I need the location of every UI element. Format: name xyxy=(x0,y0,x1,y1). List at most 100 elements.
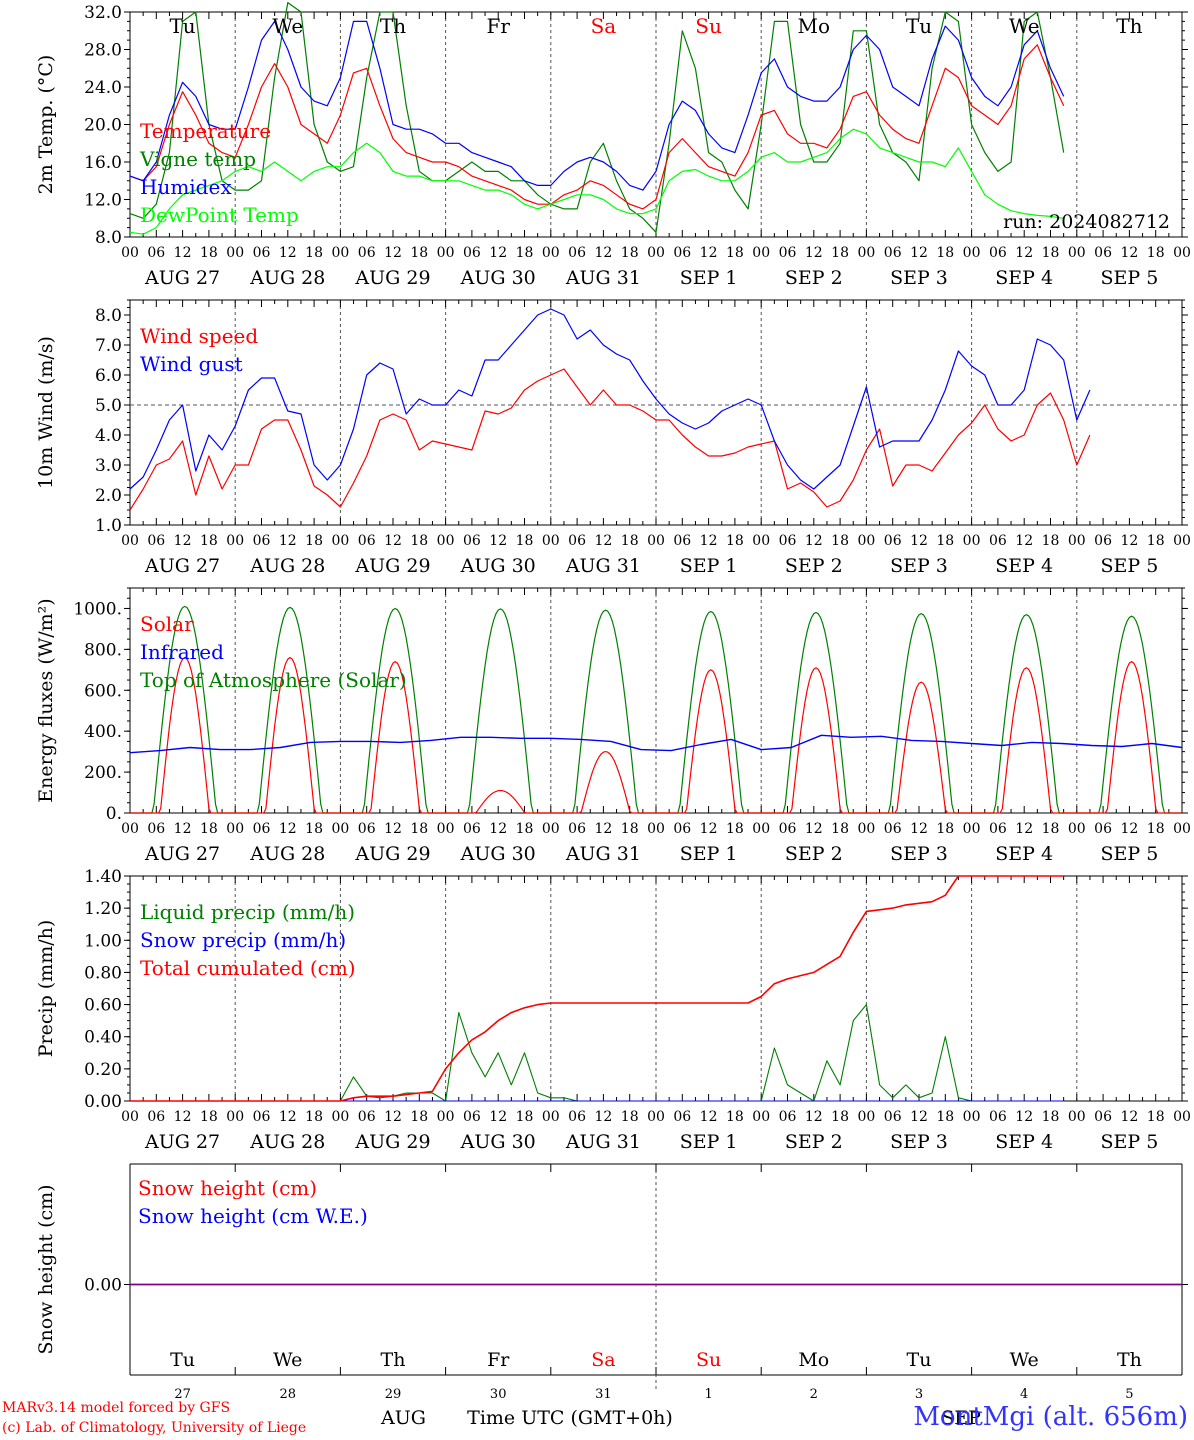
y-tick-label: 0. xyxy=(106,804,122,824)
day-name: Fr xyxy=(487,1349,510,1371)
hour-tick-label: 00 xyxy=(963,245,981,261)
hour-tick-label: 18 xyxy=(200,533,218,549)
hour-tick-label: 12 xyxy=(489,245,507,261)
hour-tick-label: 12 xyxy=(384,533,402,549)
hour-tick-label: 12 xyxy=(384,245,402,261)
hour-tick-label: 12 xyxy=(805,1109,823,1125)
hour-tick-label: 18 xyxy=(726,821,744,837)
date-label: AUG 30 xyxy=(460,555,536,577)
y-axis-label: Precip (mm/h) xyxy=(35,920,57,1058)
series-line xyxy=(129,128,1064,235)
hour-tick-label: 06 xyxy=(568,245,586,261)
y-tick-label: 400. xyxy=(84,722,122,742)
model-credit: MARv3.14 model forced by GFS xyxy=(2,1400,231,1416)
hour-tick-label: 06 xyxy=(147,533,165,549)
hour-tick-label: 06 xyxy=(884,245,902,261)
month-label: AUG xyxy=(380,1407,426,1429)
hour-tick-label: 06 xyxy=(779,1109,797,1125)
legend-entry: Solar xyxy=(140,612,194,636)
hour-tick-label: 12 xyxy=(805,821,823,837)
date-label: SEP 5 xyxy=(1100,1131,1158,1153)
day-name: Su xyxy=(696,1349,721,1371)
y-tick-label: 1000. xyxy=(73,599,122,619)
date-label: AUG 27 xyxy=(144,267,220,289)
hour-tick-label: 18 xyxy=(1042,1109,1060,1125)
y-tick-label: 16.0 xyxy=(84,153,122,173)
day-name: Th xyxy=(380,14,406,38)
date-label: SEP 3 xyxy=(890,267,948,289)
y-tick-label: 600. xyxy=(84,681,122,701)
hour-tick-label: 06 xyxy=(358,245,376,261)
hour-tick-label: 12 xyxy=(910,821,928,837)
series-line xyxy=(129,368,1091,511)
date-label: SEP 2 xyxy=(785,843,843,865)
y-tick-label: 28.0 xyxy=(84,41,122,61)
hour-tick-label: 00 xyxy=(437,821,455,837)
panel-frame xyxy=(129,299,1183,526)
date-label: AUG 29 xyxy=(354,1131,430,1153)
hour-tick-label: 18 xyxy=(410,1109,428,1125)
hour-tick-label: 12 xyxy=(1120,821,1138,837)
hour-tick-label: 18 xyxy=(936,245,954,261)
hour-tick-label: 06 xyxy=(568,821,586,837)
hour-tick-label: 00 xyxy=(331,245,349,261)
hour-tick-label: 12 xyxy=(279,1109,297,1125)
hour-tick-label: 00 xyxy=(542,1109,560,1125)
hour-tick-label: 00 xyxy=(1173,533,1191,549)
hour-tick-label: 12 xyxy=(594,1109,612,1125)
y-tick-label: 0.40 xyxy=(84,1028,122,1048)
y-tick-label: 2.0 xyxy=(95,486,122,506)
hour-tick-label: 00 xyxy=(121,1109,139,1125)
hour-tick-label: 12 xyxy=(1015,245,1033,261)
y-axis-label: 2m Temp. (°C) xyxy=(35,55,57,195)
hour-tick-label: 12 xyxy=(174,245,192,261)
date-label: AUG 31 xyxy=(565,267,641,289)
hour-tick-label: 18 xyxy=(305,533,323,549)
hour-tick-label: 00 xyxy=(647,533,665,549)
hour-tick-label: 00 xyxy=(121,821,139,837)
hour-tick-label: 06 xyxy=(463,821,481,837)
y-tick-label: 6.0 xyxy=(95,366,122,386)
hour-tick-label: 18 xyxy=(516,245,534,261)
y-tick-label: 0.00 xyxy=(84,1276,122,1296)
hour-tick-label: 12 xyxy=(279,533,297,549)
hour-tick-label: 18 xyxy=(831,1109,849,1125)
hour-tick-label: 06 xyxy=(1094,821,1112,837)
hour-tick-label: 18 xyxy=(936,1109,954,1125)
hour-tick-label: 12 xyxy=(1120,1109,1138,1125)
series-line xyxy=(129,1,1065,233)
hour-tick-label: 06 xyxy=(147,245,165,261)
date-label: SEP 5 xyxy=(1100,267,1158,289)
date-label: AUG 28 xyxy=(249,843,325,865)
hour-tick-label: 06 xyxy=(253,245,271,261)
hour-tick-label: 00 xyxy=(437,1109,455,1125)
hour-tick-label: 18 xyxy=(1147,245,1165,261)
hour-tick-label: 18 xyxy=(305,821,323,837)
date-label: AUG 28 xyxy=(249,555,325,577)
hour-tick-label: 06 xyxy=(779,821,797,837)
day-name: We xyxy=(273,1349,302,1371)
day-number: 28 xyxy=(280,1387,297,1402)
hour-tick-label: 00 xyxy=(1173,245,1191,261)
date-label: AUG 29 xyxy=(354,843,430,865)
month-label: SEP xyxy=(941,1407,981,1429)
hour-tick-label: 00 xyxy=(121,245,139,261)
y-tick-label: 4.0 xyxy=(95,426,122,446)
hour-tick-label: 18 xyxy=(621,245,639,261)
date-label: SEP 4 xyxy=(995,555,1053,577)
day-name: Mo xyxy=(798,1349,829,1371)
y-tick-label: 1.20 xyxy=(84,899,122,919)
hour-tick-label: 00 xyxy=(647,821,665,837)
y-tick-label: 0.20 xyxy=(84,1060,122,1080)
hour-tick-label: 12 xyxy=(700,533,718,549)
series-line xyxy=(129,734,1183,754)
y-axis-label: Energy fluxes (W/m²) xyxy=(35,598,57,802)
hour-tick-label: 06 xyxy=(147,1109,165,1125)
hour-tick-label: 06 xyxy=(884,533,902,549)
date-label: AUG 30 xyxy=(460,843,536,865)
day-name: Tu xyxy=(906,14,932,38)
station-label: MontMgi (alt. 656m) xyxy=(913,1402,1188,1432)
day-name: We xyxy=(1009,14,1040,38)
legend-entry: Snow height (cm W.E.) xyxy=(138,1204,368,1228)
